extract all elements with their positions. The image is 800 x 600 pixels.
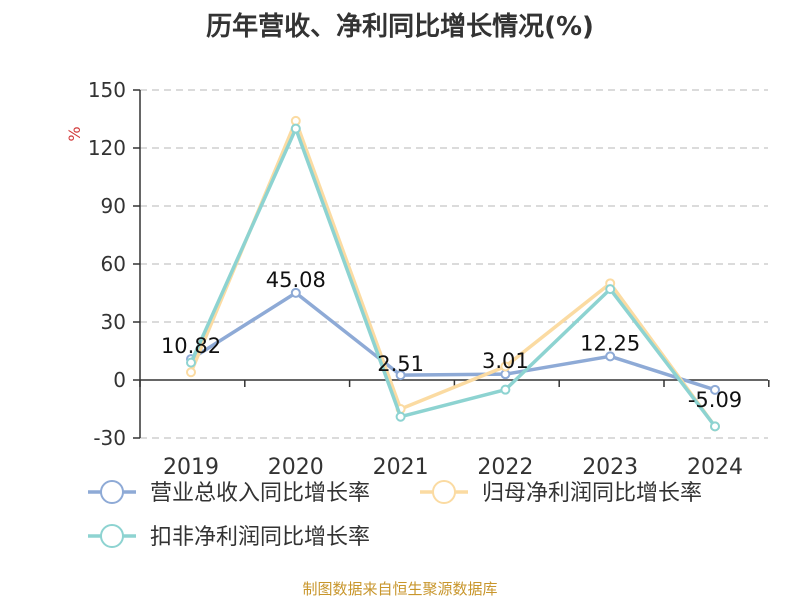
data-label: -5.09	[688, 388, 742, 412]
x-tick-label: 2021	[373, 455, 429, 480]
series-line	[190, 291, 716, 392]
legend-marker-icon	[432, 480, 456, 504]
data-point	[186, 367, 196, 378]
data-label: 12.25	[580, 331, 640, 355]
legend-label: 归母净利润同比增长率	[482, 481, 702, 506]
data-point	[710, 384, 720, 395]
data-label: 2.51	[377, 352, 424, 376]
data-label: 45.08	[266, 268, 326, 292]
x-tick-label: 2024	[687, 455, 743, 480]
x-tick-label: 2019	[163, 455, 219, 480]
series-line	[189, 119, 717, 428]
x-tick-label: 2023	[582, 455, 638, 480]
y-tick-label: 120	[88, 136, 126, 160]
legend-marker-icon	[100, 480, 124, 504]
legend-label: 扣非净利润同比增长率	[150, 525, 370, 550]
data-point	[290, 287, 301, 298]
x-tick-label: 2020	[268, 455, 324, 480]
y-tick-label: 150	[88, 78, 126, 102]
data-point	[500, 361, 511, 372]
chart-title: 历年营收、净利同比增长情况(%)	[206, 12, 594, 42]
legend-marker-icon	[100, 524, 124, 548]
data-point	[290, 123, 301, 134]
y-tick-label: -30	[93, 426, 126, 450]
data-point	[605, 351, 616, 362]
data-point	[605, 284, 616, 295]
grid-lines	[140, 89, 768, 439]
data-source-note: 制图数据来自恒生聚源数据库	[302, 580, 498, 598]
data-label: 10.82	[161, 334, 221, 358]
y-tick-label: 0	[113, 368, 126, 392]
y-axis-unit-label: %	[65, 126, 84, 141]
data-point	[395, 411, 406, 422]
data-point	[710, 421, 720, 432]
legend-label: 营业总收入同比增长率	[150, 481, 370, 506]
data-label: 3.01	[482, 349, 529, 373]
data-point	[186, 357, 196, 368]
data-point	[500, 384, 511, 395]
x-tick-label: 2022	[477, 455, 533, 480]
y-tick-label: 30	[101, 310, 126, 334]
axes: 150 120 90 60 30 0 -30% 2019 2020 2021 2022 2023 202…	[65, 78, 770, 480]
y-tick-label: 90	[101, 194, 126, 218]
series-lines	[186, 115, 720, 432]
data-labels: 10.82 45.08 2.51 3.01 12.25 -5.09	[161, 268, 742, 412]
y-tick-label: 60	[101, 252, 126, 276]
data-point	[395, 370, 406, 381]
series-line	[189, 126, 717, 428]
